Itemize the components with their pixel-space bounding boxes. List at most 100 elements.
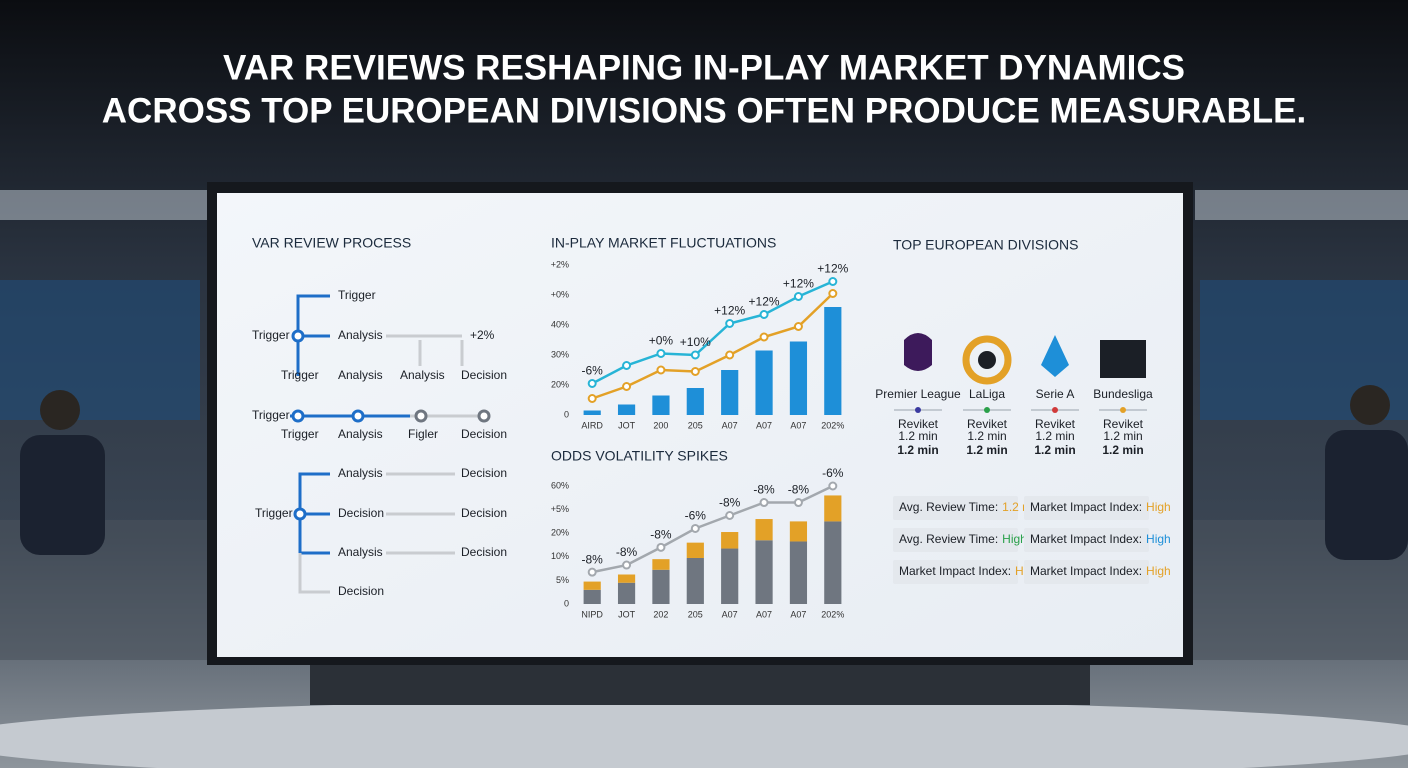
review-time: 1.2 min: [898, 429, 937, 443]
badge-label: Market Impact Index:: [1030, 500, 1142, 514]
bar-segment: [686, 557, 704, 604]
value-label: -6%: [685, 509, 707, 523]
bar: [583, 410, 601, 415]
y-axis-label: +2%: [551, 259, 569, 269]
bar-segment: [686, 542, 704, 558]
line-point: [793, 292, 803, 301]
review-time: 1.2 min: [897, 443, 938, 457]
x-tick-label: A07: [722, 420, 738, 430]
value-label: +0%: [649, 334, 674, 348]
process-label: Trigger: [338, 288, 376, 302]
review-time: 1.2 min: [1034, 443, 1075, 457]
league-dot: [984, 407, 990, 413]
headline: VAR REVIEWS RESHAPING IN-PLAY MARKET DYN…: [223, 48, 1185, 87]
process-label: Trigger: [281, 368, 319, 382]
process-diagram: VAR REVIEW PROCESS Trigger Trigger Analysi…: [252, 235, 507, 598]
review-label: Reviket: [1035, 417, 1076, 431]
value-label: -8%: [650, 528, 672, 542]
bar-segment: [789, 541, 808, 604]
value-label: -6%: [822, 466, 844, 480]
line-point: [828, 277, 838, 286]
x-tick-label: 205: [688, 420, 703, 430]
wall-panel: [0, 280, 200, 420]
line-point: [622, 382, 632, 391]
light-strip: [1195, 190, 1408, 220]
bar-segment: [583, 589, 601, 604]
bar-segment: [755, 519, 773, 541]
process-label: Decision: [461, 506, 507, 520]
line-point: [828, 289, 838, 298]
bar-segment: [652, 559, 670, 570]
value-label: +10%: [680, 335, 711, 349]
process-label: Analysis: [338, 368, 383, 382]
bar-segment: [617, 582, 636, 604]
bar-segment: [583, 581, 601, 590]
badge-text: Avg. Review Time: High: [899, 532, 1027, 546]
process-label: Decision: [461, 368, 507, 382]
league-name: Bundesliga: [1093, 387, 1153, 401]
league-dot: [1120, 407, 1126, 413]
x-tick-label: NIPD: [581, 609, 603, 619]
x-tick-label: 202%: [821, 420, 844, 430]
line-point: [725, 511, 735, 520]
bar-segment: [789, 521, 808, 542]
process-label: Figler: [408, 427, 438, 441]
x-tick-label: 205: [688, 609, 703, 619]
value-label: +12%: [714, 304, 745, 318]
x-tick-label: 202%: [821, 609, 844, 619]
line-point: [759, 310, 769, 319]
badge-text: Market Impact Index: High: [1030, 564, 1171, 578]
badge-label: Market Impact Index:: [899, 564, 1011, 578]
panel-title: TOP EUROPEAN DIVISIONS: [893, 237, 1078, 253]
node: [414, 409, 428, 423]
line-point: [656, 365, 666, 375]
league-logo: [1100, 340, 1146, 378]
divisions-panel: TOP EUROPEAN DIVISIONS Premier League Rev…: [875, 237, 1171, 584]
x-tick-label: A07: [722, 609, 738, 619]
bar: [789, 341, 808, 415]
bar: [686, 388, 704, 415]
badge-value: High: [1146, 532, 1171, 546]
value-label: -8%: [788, 483, 810, 497]
line-point: [690, 523, 700, 533]
y-axis-label: +5%: [551, 504, 569, 514]
bar-segment: [824, 495, 842, 522]
badge: [893, 528, 1018, 552]
value-label: -6%: [582, 364, 604, 378]
y-axis-label: 5%: [556, 575, 569, 585]
review-time: 1.2 min: [967, 429, 1006, 443]
node: [291, 409, 305, 423]
panel-title: VAR REVIEW PROCESS: [252, 235, 411, 251]
node: [351, 409, 365, 423]
line-point: [828, 481, 838, 491]
line-point: [587, 379, 597, 388]
bar-segment: [755, 540, 773, 604]
line-point: [656, 349, 666, 358]
line-point: [690, 350, 700, 360]
badge: [1024, 528, 1149, 552]
connector: [298, 472, 455, 594]
badge-text: Market Impact Index: High: [1030, 532, 1171, 546]
process-label: Trigger: [281, 427, 319, 441]
node: [291, 329, 305, 343]
line-point: [725, 350, 735, 360]
light-strip: [0, 190, 210, 220]
y-axis-label: 30%: [551, 349, 569, 359]
line: [591, 292, 834, 400]
bar: [652, 395, 670, 415]
bar-segment: [652, 569, 670, 604]
process-label: Analysis: [338, 427, 383, 441]
line-point: [656, 542, 666, 552]
review-label: Reviket: [1103, 417, 1144, 431]
bar: [617, 404, 636, 415]
y-axis-label: 0: [564, 598, 569, 608]
badge: [893, 560, 1018, 584]
chart-title: IN-PLAY MARKET FLUCTUATIONS: [551, 235, 776, 251]
review-label: Reviket: [898, 417, 939, 431]
value-label: -8%: [582, 552, 604, 566]
league-dot: [1052, 407, 1058, 413]
process-label: Decision: [338, 584, 384, 598]
process-label: Decision: [461, 466, 507, 480]
badge: [1024, 560, 1149, 584]
